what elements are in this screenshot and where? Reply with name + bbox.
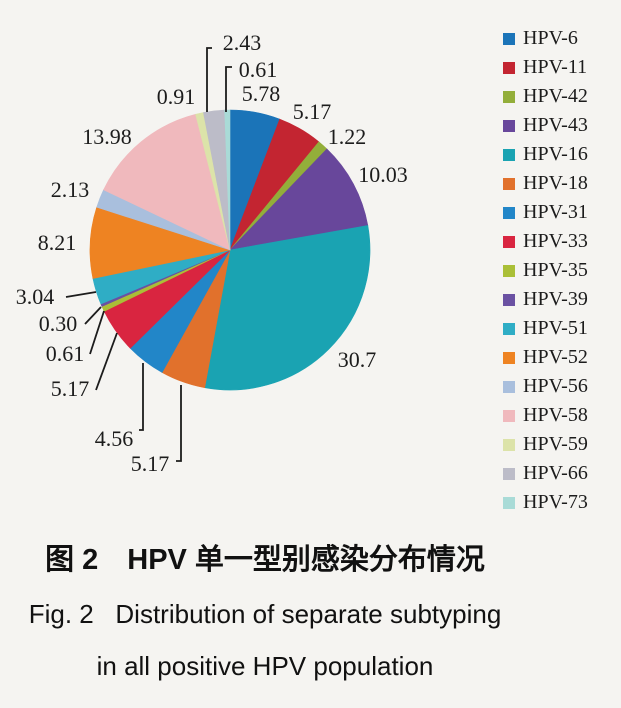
legend-swatch-icon-HPV-6 bbox=[503, 32, 515, 45]
pie-slice-HPV-43 bbox=[229, 148, 369, 251]
legend-swatch-icon-HPV-52 bbox=[503, 351, 515, 364]
legend-label-HPV-18: HPV-18 bbox=[523, 172, 588, 194]
leader-line-HPV-31 bbox=[139, 363, 144, 431]
legend-label-HPV-59: HPV-59 bbox=[523, 433, 588, 455]
figure-caption: 图 2 HPV 单一型别感染分布情况 Fig. 2 Distribution o… bbox=[0, 544, 530, 681]
slice-value-label-HPV-6: 5.78 bbox=[242, 81, 281, 106]
legend-swatch-icon-HPV-73 bbox=[503, 496, 515, 509]
legend-label-HPV-51: HPV-51 bbox=[523, 317, 588, 339]
slice-value-label-HPV-16: 30.7 bbox=[338, 347, 377, 372]
legend-item-HPV-33: HPV-33 bbox=[503, 227, 588, 256]
legend: HPV-6 HPV-11 HPV-42 HPV-43 HPV-16 HPV-18 HPV-3… bbox=[503, 24, 588, 517]
leader-line-HPV-39 bbox=[84, 306, 102, 325]
legend-label-HPV-58: HPV-58 bbox=[523, 404, 588, 426]
slice-value-label-HPV-11: 5.17 bbox=[293, 99, 332, 124]
legend-label-HPV-11: HPV-11 bbox=[523, 56, 588, 78]
legend-swatch-icon-HPV-31 bbox=[503, 206, 515, 219]
pie-slice-HPV-16 bbox=[204, 225, 371, 391]
legend-item-HPV-43: HPV-43 bbox=[503, 111, 588, 140]
legend-swatch-icon-HPV-43 bbox=[503, 119, 515, 132]
pie-slice-HPV-58 bbox=[103, 113, 231, 251]
legend-label-HPV-42: HPV-42 bbox=[523, 85, 588, 107]
legend-item-HPV-6: HPV-6 bbox=[503, 24, 588, 53]
legend-label-HPV-35: HPV-35 bbox=[523, 259, 588, 281]
leader-line-HPV-73 bbox=[225, 66, 232, 112]
slice-value-label-HPV-33: 5.17 bbox=[51, 376, 90, 401]
legend-label-HPV-56: HPV-56 bbox=[523, 375, 588, 397]
caption-english-line1: Fig. 2 Distribution of separate subtypin… bbox=[28, 599, 502, 629]
slice-value-label-HPV-59: 0.91 bbox=[157, 84, 196, 109]
legend-label-HPV-31: HPV-31 bbox=[523, 201, 588, 223]
pie-chart: 5.785.171.2210.0330.75.174.565.170.610.3… bbox=[16, 30, 408, 476]
legend-item-HPV-52: HPV-52 bbox=[503, 343, 588, 372]
legend-item-HPV-31: HPV-31 bbox=[503, 198, 588, 227]
leader-line-HPV-18 bbox=[176, 385, 182, 462]
caption-chinese: 图 2 HPV 单一型别感染分布情况 bbox=[45, 544, 485, 576]
slice-labels-group: 5.785.171.2210.0330.75.174.565.170.610.3… bbox=[16, 30, 408, 476]
leader-lines-group bbox=[65, 47, 232, 462]
legend-swatch-icon-HPV-11 bbox=[503, 61, 515, 74]
slice-value-label-HPV-66: 2.43 bbox=[223, 30, 262, 55]
legend-item-HPV-56: HPV-56 bbox=[503, 372, 588, 401]
legend-swatch-icon-HPV-59 bbox=[503, 438, 515, 451]
legend-swatch-icon-HPV-58 bbox=[503, 409, 515, 422]
legend-item-HPV-35: HPV-35 bbox=[503, 256, 588, 285]
legend-item-HPV-39: HPV-39 bbox=[503, 285, 588, 314]
slice-value-label-HPV-58: 13.98 bbox=[82, 124, 132, 149]
legend-swatch-icon-HPV-66 bbox=[503, 467, 515, 480]
slice-value-label-HPV-31: 4.56 bbox=[95, 426, 134, 451]
slice-value-label-HPV-56: 2.13 bbox=[51, 177, 90, 202]
legend-item-HPV-18: HPV-18 bbox=[503, 169, 588, 198]
slice-value-label-HPV-35: 0.61 bbox=[46, 341, 85, 366]
caption-english-line2: in all positive HPV population bbox=[96, 651, 434, 681]
legend-item-HPV-58: HPV-58 bbox=[503, 401, 588, 430]
slice-value-label-HPV-73: 0.61 bbox=[239, 57, 278, 82]
legend-label-HPV-66: HPV-66 bbox=[523, 462, 588, 484]
slice-value-label-HPV-51: 3.04 bbox=[16, 284, 55, 309]
pie-slices-group bbox=[89, 109, 371, 391]
legend-item-HPV-73: HPV-73 bbox=[503, 488, 588, 517]
slice-value-label-HPV-39: 0.30 bbox=[39, 311, 78, 336]
slice-value-label-HPV-42: 1.22 bbox=[328, 124, 367, 149]
leader-line-HPV-33 bbox=[95, 332, 118, 391]
legend-label-HPV-6: HPV-6 bbox=[523, 27, 578, 49]
legend-item-HPV-16: HPV-16 bbox=[503, 140, 588, 169]
legend-item-HPV-66: HPV-66 bbox=[503, 459, 588, 488]
legend-swatch-icon-HPV-51 bbox=[503, 322, 515, 335]
leader-line-HPV-51 bbox=[65, 291, 97, 298]
slice-value-label-HPV-52: 8.21 bbox=[38, 230, 77, 255]
legend-label-HPV-52: HPV-52 bbox=[523, 346, 588, 368]
legend-swatch-icon-HPV-56 bbox=[503, 380, 515, 393]
slice-value-label-HPV-43: 10.03 bbox=[358, 162, 408, 187]
leader-line-HPV-35 bbox=[89, 310, 105, 355]
legend-swatch-icon-HPV-18 bbox=[503, 177, 515, 190]
legend-swatch-icon-HPV-42 bbox=[503, 90, 515, 103]
slice-value-label-HPV-18: 5.17 bbox=[131, 451, 170, 476]
legend-label-HPV-39: HPV-39 bbox=[523, 288, 588, 310]
legend-swatch-icon-HPV-39 bbox=[503, 293, 515, 306]
legend-swatch-icon-HPV-16 bbox=[503, 148, 515, 161]
leader-line-HPV-66 bbox=[206, 47, 212, 112]
legend-swatch-icon-HPV-33 bbox=[503, 235, 515, 248]
legend-item-HPV-51: HPV-51 bbox=[503, 314, 588, 343]
legend-label-HPV-43: HPV-43 bbox=[523, 114, 588, 136]
legend-item-HPV-59: HPV-59 bbox=[503, 430, 588, 459]
legend-item-HPV-11: HPV-11 bbox=[503, 53, 588, 82]
legend-label-HPV-33: HPV-33 bbox=[523, 230, 588, 252]
legend-label-HPV-16: HPV-16 bbox=[523, 143, 588, 165]
legend-item-HPV-42: HPV-42 bbox=[503, 82, 588, 111]
legend-swatch-icon-HPV-35 bbox=[503, 264, 515, 277]
legend-label-HPV-73: HPV-73 bbox=[523, 491, 588, 513]
pie-slice-HPV-73 bbox=[224, 109, 231, 251]
